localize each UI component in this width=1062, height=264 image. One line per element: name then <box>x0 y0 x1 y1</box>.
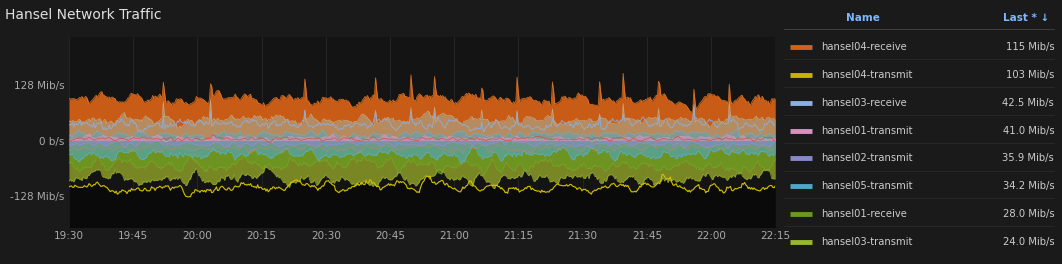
Text: Last * ↓: Last * ↓ <box>1003 13 1049 23</box>
Text: 24.0 Mib/s: 24.0 Mib/s <box>1003 237 1055 247</box>
Text: hansel01-transmit: hansel01-transmit <box>821 126 912 136</box>
Text: hansel02-transmit: hansel02-transmit <box>821 153 912 163</box>
Text: hansel04-receive: hansel04-receive <box>821 42 906 52</box>
Text: 35.9 Mib/s: 35.9 Mib/s <box>1003 153 1055 163</box>
Text: Hansel Network Traffic: Hansel Network Traffic <box>5 8 161 22</box>
Text: hansel04-transmit: hansel04-transmit <box>821 70 912 80</box>
Text: 103 Mib/s: 103 Mib/s <box>1006 70 1055 80</box>
Text: hansel05-transmit: hansel05-transmit <box>821 181 912 191</box>
Text: 41.0 Mib/s: 41.0 Mib/s <box>1003 126 1055 136</box>
Text: hansel01-receive: hansel01-receive <box>821 209 907 219</box>
Text: 28.0 Mib/s: 28.0 Mib/s <box>1003 209 1055 219</box>
Text: 115 Mib/s: 115 Mib/s <box>1006 42 1055 52</box>
Text: hansel03-transmit: hansel03-transmit <box>821 237 912 247</box>
Text: hansel03-receive: hansel03-receive <box>821 98 906 108</box>
Text: 42.5 Mib/s: 42.5 Mib/s <box>1003 98 1055 108</box>
Text: 34.2 Mib/s: 34.2 Mib/s <box>1003 181 1055 191</box>
Text: Name: Name <box>846 13 879 23</box>
